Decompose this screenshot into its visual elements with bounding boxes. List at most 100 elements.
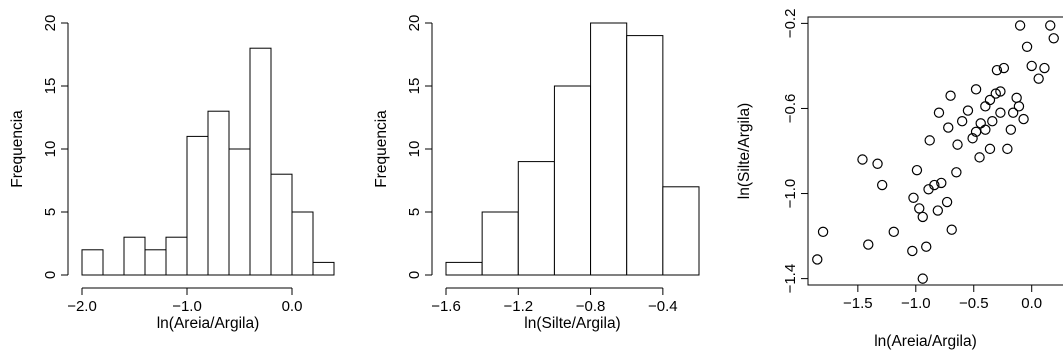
x-tick-label: 0.0: [1021, 295, 1042, 312]
scatter-point: [907, 245, 918, 257]
scatter-point: [917, 273, 928, 284]
scatter-point: [970, 84, 982, 95]
scatter-point: [932, 205, 944, 216]
y-axis-title: ln(Silte/Argila): [736, 103, 753, 199]
histogram-bar: [445, 261, 483, 276]
scatter-point: [863, 239, 874, 250]
x-tick-label: 0.0: [282, 298, 303, 315]
histogram-areia-argila: −2.0 −1.0 0.0 0 5 10 15 20 ln(Areia/Argila) Fr…: [9, 15, 335, 332]
scatter-point: [1014, 20, 1026, 31]
histogram-bars: [81, 47, 335, 276]
scatter-point: [872, 158, 883, 169]
scatter-point: [914, 203, 925, 214]
y-tick-label: 0: [42, 271, 59, 279]
x-axis: −2.0 −1.0 0.0: [67, 287, 303, 315]
scatter-point: [991, 64, 1003, 76]
histogram-bar: [553, 85, 592, 276]
scatter-point: [924, 135, 935, 146]
scatter-point: [1045, 20, 1056, 31]
scatter-point: [980, 124, 991, 135]
x-axis-title: ln(Areia/Argila): [874, 333, 977, 350]
scatter-point: [987, 116, 998, 127]
histogram-bar: [144, 249, 167, 276]
histogram-bar: [81, 249, 104, 276]
y-tick-label: −1.4: [782, 264, 799, 294]
y-tick-label: 5: [406, 208, 423, 216]
histogram-bar: [207, 110, 230, 276]
y-axis: 0 5 10 15 20: [42, 15, 69, 279]
scatter-point: [962, 105, 974, 116]
histogram-bar: [312, 261, 335, 276]
histogram-bar: [249, 47, 272, 276]
scatter-point: [1021, 41, 1033, 52]
histogram-bar: [270, 173, 293, 276]
histogram-bar: [481, 211, 519, 276]
scatter-point: [857, 154, 868, 165]
x-tick-label: −1.2: [503, 298, 533, 315]
scatter-point: [876, 179, 888, 191]
y-tick-label: 0: [406, 271, 423, 279]
scatter-areia-vs-silte: −1.5 −1.0 −0.5 0.0 −1.4 −1.0 −0.6 −0.2 ln(Arei…: [736, 9, 1063, 350]
x-tick-label: −1.5: [843, 295, 873, 312]
histogram-silte-argila: −1.6 −1.2 −0.8 −0.4 0 5 10 15 20 ln(Silte/Argil…: [373, 15, 700, 332]
scatter-point: [1011, 92, 1022, 104]
scatter-point: [817, 226, 829, 238]
y-tick-label: −1.0: [782, 179, 799, 209]
x-tick-label: −1.0: [172, 298, 202, 315]
scatter-point: [941, 196, 953, 208]
histogram-bar: [626, 35, 664, 276]
scatter-point: [984, 94, 996, 106]
x-tick-label: −0.4: [648, 298, 678, 315]
scatter-point: [984, 143, 996, 155]
plot-frame: [807, 16, 1063, 286]
y-tick-label: 5: [42, 208, 59, 216]
scatter-point: [967, 133, 978, 144]
histogram-bar: [165, 236, 188, 276]
scatter-point: [921, 241, 932, 252]
histogram-bar: [590, 22, 628, 276]
y-tick-label: 15: [406, 78, 423, 95]
scatter-point: [952, 139, 963, 150]
y-axis-title: Frequencia: [9, 110, 26, 188]
scatter-point: [1026, 60, 1037, 72]
x-axis-title: ln(Areia/Argila): [157, 315, 260, 332]
x-axis: −1.5 −1.0 −0.5 0.0: [843, 285, 1042, 312]
scatter-point: [974, 152, 985, 163]
scatter-point: [908, 192, 919, 203]
histogram-bar: [517, 161, 555, 276]
y-tick-label: −0.6: [782, 94, 799, 124]
scatter-point: [1048, 33, 1059, 44]
scatter-point: [917, 211, 928, 223]
scatter-point: [1005, 124, 1017, 135]
scatter-point: [980, 101, 991, 112]
x-axis: −1.6 −1.2 −0.8 −0.4: [431, 287, 678, 315]
scatter-point: [995, 107, 1006, 118]
scatter-point: [975, 118, 986, 129]
scatter-point: [1033, 73, 1044, 84]
x-tick-label: −0.5: [959, 295, 989, 312]
scatter-point: [1018, 113, 1029, 125]
x-tick-label: −1.0: [901, 295, 931, 312]
scatter-point: [945, 90, 956, 101]
histogram-bar: [228, 148, 251, 276]
y-tick-label: 10: [406, 141, 423, 158]
histogram-bar: [123, 236, 146, 276]
scatter-point: [990, 88, 1001, 99]
x-tick-label: −1.6: [431, 298, 461, 315]
histogram-bar: [291, 211, 314, 276]
scatter-point: [943, 122, 954, 133]
x-axis-title: ln(Silte/Argila): [524, 315, 620, 332]
histogram-bars: [445, 22, 700, 276]
y-axis: 0 5 10 15 20: [406, 15, 433, 279]
scatter-points: [812, 20, 1059, 284]
y-tick-label: 15: [42, 78, 59, 95]
scatter-point: [951, 167, 962, 178]
y-tick-label: −0.2: [782, 9, 799, 39]
y-axis-title: Frequencia: [373, 110, 390, 188]
y-tick-label: 10: [42, 141, 59, 158]
histogram-bar: [662, 186, 700, 276]
scatter-point: [911, 164, 923, 176]
scatter-point: [1039, 62, 1050, 74]
scatter-point: [936, 177, 947, 189]
